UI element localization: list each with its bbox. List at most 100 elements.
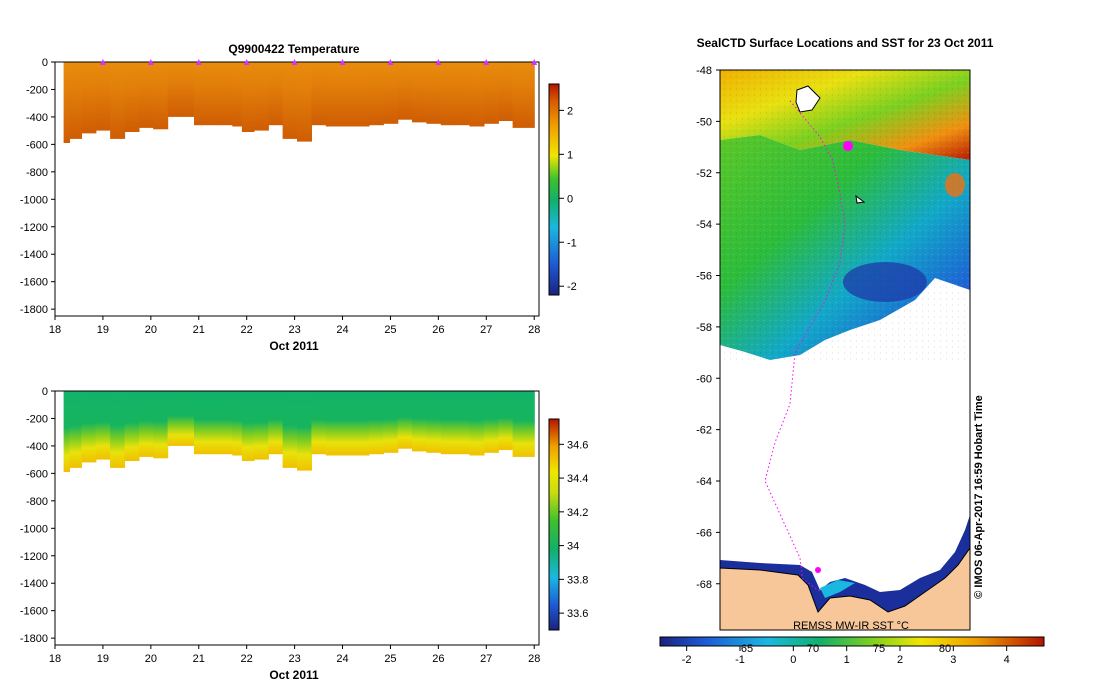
temperature-panel: Q9900422 Temperature 0 -200 -400 -600 -800 -1… <box>20 42 577 353</box>
surface-marker <box>483 59 490 65</box>
profile-column <box>297 62 312 142</box>
lat-tick-label: -64 <box>696 476 712 488</box>
profile-column <box>340 391 356 456</box>
y-tick-label: -200 <box>26 84 48 96</box>
profile-column <box>63 391 70 472</box>
profile-column <box>81 62 97 134</box>
profile-column <box>232 62 243 127</box>
x-tick-label: 25 <box>384 653 396 665</box>
profile-column <box>455 62 471 126</box>
profile-column <box>297 391 312 471</box>
profile-column <box>440 391 456 455</box>
profile-column <box>63 62 70 143</box>
sst-colorbar-tick-label: -1 <box>735 654 745 666</box>
profile-column <box>527 62 535 128</box>
temperature-x-label: Oct 2011 <box>269 339 319 353</box>
profile-column <box>412 391 427 452</box>
salinity-colorbar <box>548 418 560 631</box>
profile-column <box>95 391 111 460</box>
salinity-y-axis: 0 -200 -400 -600 -800 -1000 -1200 -1400 -1600 -18… <box>20 386 55 645</box>
seal-cluster-coast <box>815 567 821 573</box>
colorbar-tick-label: 34.4 <box>567 473 588 485</box>
x-tick-label: 26 <box>432 324 444 336</box>
lat-tick-label: -54 <box>696 219 712 231</box>
x-tick-label: 28 <box>528 653 540 665</box>
temperature-surface-markers <box>99 59 538 65</box>
profile-column <box>325 391 341 456</box>
colorbar-tick-label: 33.8 <box>567 574 588 586</box>
lat-tick-label: -62 <box>696 425 712 437</box>
profile-column <box>512 62 528 128</box>
map-colorbar <box>659 636 1045 647</box>
profile-column <box>124 391 140 461</box>
colorbar-tick-label: 34.6 <box>567 439 588 451</box>
salinity-colorbar-ticks: 34.6 34.4 34.2 34 33.8 33.6 <box>559 439 588 620</box>
y-tick-label: -1200 <box>20 222 48 234</box>
temperature-x-axis: 18 19 20 21 22 23 24 25 26 27 28 <box>49 316 540 336</box>
profile-column <box>426 391 442 453</box>
surface-marker <box>195 59 202 65</box>
surface-marker <box>387 59 394 65</box>
profile-column <box>206 391 221 455</box>
profile-column <box>241 62 255 132</box>
profile-column <box>124 62 140 132</box>
salinity-field <box>63 391 535 472</box>
profile-column <box>253 62 269 131</box>
x-tick-label: 22 <box>241 324 253 336</box>
profile-column <box>232 391 243 456</box>
profile-column <box>383 62 399 124</box>
sst-coastal-band <box>720 515 970 612</box>
seal-position-marker <box>855 194 866 204</box>
temperature-title: Q9900422 Temperature <box>228 42 360 56</box>
lat-tick-label: -52 <box>696 168 712 180</box>
colorbar-tick-label: 33.6 <box>567 608 588 620</box>
temperature-field <box>63 62 535 143</box>
x-tick-label: 25 <box>384 324 396 336</box>
x-tick-label: 28 <box>528 324 540 336</box>
temperature-colorbar <box>548 83 560 296</box>
profile-column <box>182 391 195 446</box>
profile-column <box>167 391 183 446</box>
profile-column <box>95 62 111 131</box>
y-tick-label: -1800 <box>20 633 48 645</box>
profile-column <box>69 391 82 468</box>
profile-column <box>354 391 370 456</box>
lat-tick-label: -58 <box>696 322 712 334</box>
x-tick-label: 20 <box>145 653 157 665</box>
y-tick-label: -800 <box>26 496 48 508</box>
seal-track <box>764 100 846 592</box>
y-tick-label: -600 <box>26 139 48 151</box>
y-tick-label: -1400 <box>20 578 48 590</box>
lat-tick-label: -56 <box>696 271 712 283</box>
profile-column <box>469 391 485 456</box>
profile-column <box>167 62 183 117</box>
lat-tick-label: -50 <box>696 116 712 128</box>
profile-column <box>412 62 427 123</box>
lat-tick-label: -60 <box>696 373 712 385</box>
colorbar-tick-label: -2 <box>567 281 577 293</box>
profile-column <box>253 391 269 460</box>
x-tick-label: 19 <box>97 653 109 665</box>
y-tick-label: -1600 <box>20 606 48 618</box>
sst-field <box>719 70 971 631</box>
y-tick-label: -1400 <box>20 249 48 261</box>
sst-colorbar-inner-label: 70 <box>807 643 819 655</box>
x-tick-label: 27 <box>480 653 492 665</box>
surface-marker <box>339 59 346 65</box>
profile-column <box>138 62 154 128</box>
profile-column <box>383 391 399 453</box>
profile-column <box>206 62 221 126</box>
colorbar-tick-label: 0 <box>567 193 573 205</box>
lat-tick-label: -48 <box>696 65 712 77</box>
profile-column <box>325 62 341 127</box>
surface-marker <box>147 59 154 65</box>
x-tick-label: 21 <box>193 653 205 665</box>
profile-column <box>153 391 169 459</box>
profile-column <box>426 62 442 124</box>
profile-column <box>81 391 97 463</box>
profile-column <box>368 391 384 455</box>
profile-column <box>498 391 514 450</box>
profile-column <box>138 391 154 457</box>
x-tick-label: 19 <box>97 324 109 336</box>
